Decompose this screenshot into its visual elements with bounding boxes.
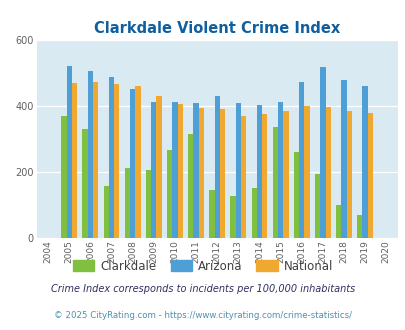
Bar [230,196,235,238]
Bar [93,82,98,238]
Bar [193,103,198,238]
Bar [156,96,161,238]
Bar [103,186,109,238]
Bar [298,82,304,238]
Bar [293,152,298,238]
Bar [283,111,288,238]
Bar [124,168,130,238]
Bar [262,114,267,238]
Bar [109,77,114,238]
Bar [114,84,119,238]
Bar [325,107,330,238]
Bar [135,86,140,238]
Bar [277,102,283,238]
Bar [256,105,262,238]
Bar [66,66,72,238]
Bar [320,67,325,238]
Bar [166,150,172,238]
Bar [82,129,87,238]
Bar [362,86,367,238]
Title: Clarkdale Violent Crime Index: Clarkdale Violent Crime Index [94,21,339,36]
Text: Crime Index corresponds to incidents per 100,000 inhabitants: Crime Index corresponds to incidents per… [51,284,354,294]
Bar [130,89,135,238]
Bar [214,96,220,238]
Text: © 2025 CityRating.com - https://www.cityrating.com/crime-statistics/: © 2025 CityRating.com - https://www.city… [54,312,351,320]
Bar [209,190,214,238]
Bar [61,115,66,238]
Bar [145,170,151,238]
Bar [367,113,372,238]
Bar [272,127,277,238]
Bar [304,106,309,238]
Bar [87,71,93,238]
Bar [335,205,341,238]
Bar [251,188,256,238]
Legend: Clarkdale, Arizona, National: Clarkdale, Arizona, National [68,255,337,278]
Bar [151,102,156,238]
Bar [188,134,193,238]
Bar [346,111,351,238]
Bar [177,104,182,238]
Bar [356,215,362,238]
Bar [314,174,320,238]
Bar [198,108,203,238]
Bar [341,80,346,238]
Bar [72,82,77,238]
Bar [220,109,225,238]
Bar [235,103,241,238]
Bar [172,102,177,238]
Bar [241,116,246,238]
